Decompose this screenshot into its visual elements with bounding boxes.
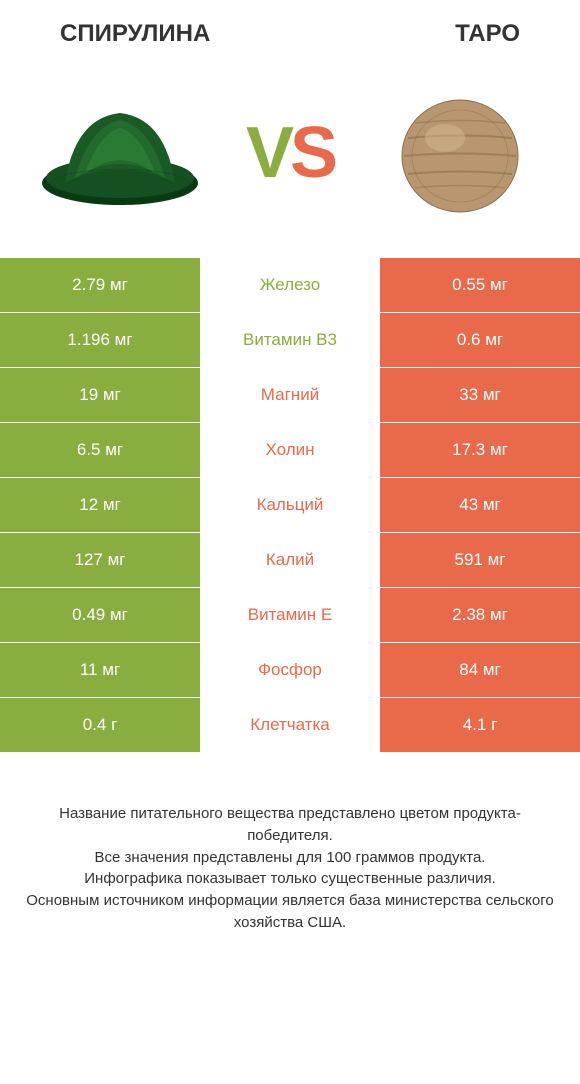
footer-line: Все значения представлены для 100 граммо… — [20, 847, 560, 869]
right-value: 591 мг — [380, 533, 580, 587]
table-row: 19 мгМагний33 мг — [0, 368, 580, 422]
left-value: 0.49 мг — [0, 588, 200, 642]
footer-notes: Название питательного вещества представл… — [0, 773, 580, 934]
footer-line: Название питательного вещества представл… — [20, 803, 560, 847]
nutrient-label: Витамин B3 — [200, 313, 380, 367]
vs-row: VS — [0, 58, 580, 258]
nutrient-label: Холин — [200, 423, 380, 477]
taro-image — [375, 88, 545, 218]
vs-label: VS — [246, 112, 334, 194]
nutrient-label: Фосфор — [200, 643, 380, 697]
left-value: 19 мг — [0, 368, 200, 422]
vs-s: S — [290, 113, 334, 193]
comparison-table: 2.79 мгЖелезо0.55 мг1.196 мгВитамин B30.… — [0, 258, 580, 773]
left-value: 11 мг — [0, 643, 200, 697]
table-row: 2.79 мгЖелезо0.55 мг — [0, 258, 580, 312]
table-row: 0.4 гКлетчатка4.1 г — [0, 698, 580, 752]
right-value: 84 мг — [380, 643, 580, 697]
right-value: 33 мг — [380, 368, 580, 422]
vs-v: V — [246, 113, 290, 193]
table-row: 6.5 мгХолин17.3 мг — [0, 423, 580, 477]
left-value: 2.79 мг — [0, 258, 200, 312]
table-row: 127 мгКалий591 мг — [0, 533, 580, 587]
left-value: 0.4 г — [0, 698, 200, 752]
nutrient-label: Витамин E — [200, 588, 380, 642]
table-row: 1.196 мгВитамин B30.6 мг — [0, 313, 580, 367]
nutrient-label: Кальций — [200, 478, 380, 532]
left-value: 6.5 мг — [0, 423, 200, 477]
left-value: 127 мг — [0, 533, 200, 587]
nutrient-label: Магний — [200, 368, 380, 422]
right-value: 17.3 мг — [380, 423, 580, 477]
table-row: 12 мгКальций43 мг — [0, 478, 580, 532]
footer-line: Основным источником информации является … — [20, 890, 560, 934]
right-title: ТАРО — [455, 20, 520, 48]
right-value: 0.6 мг — [380, 313, 580, 367]
right-value: 2.38 мг — [380, 588, 580, 642]
nutrient-label: Калий — [200, 533, 380, 587]
left-title: СПИРУЛИНА — [60, 20, 210, 48]
spirulina-image — [35, 88, 205, 218]
nutrient-label: Железо — [200, 258, 380, 312]
table-row: 0.49 мгВитамин E2.38 мг — [0, 588, 580, 642]
right-value: 4.1 г — [380, 698, 580, 752]
footer-line: Инфографика показывает только существенн… — [20, 868, 560, 890]
left-value: 12 мг — [0, 478, 200, 532]
header: СПИРУЛИНА ТАРО — [0, 0, 580, 58]
right-value: 43 мг — [380, 478, 580, 532]
nutrient-label: Клетчатка — [200, 698, 380, 752]
left-value: 1.196 мг — [0, 313, 200, 367]
right-value: 0.55 мг — [380, 258, 580, 312]
table-row: 11 мгФосфор84 мг — [0, 643, 580, 697]
